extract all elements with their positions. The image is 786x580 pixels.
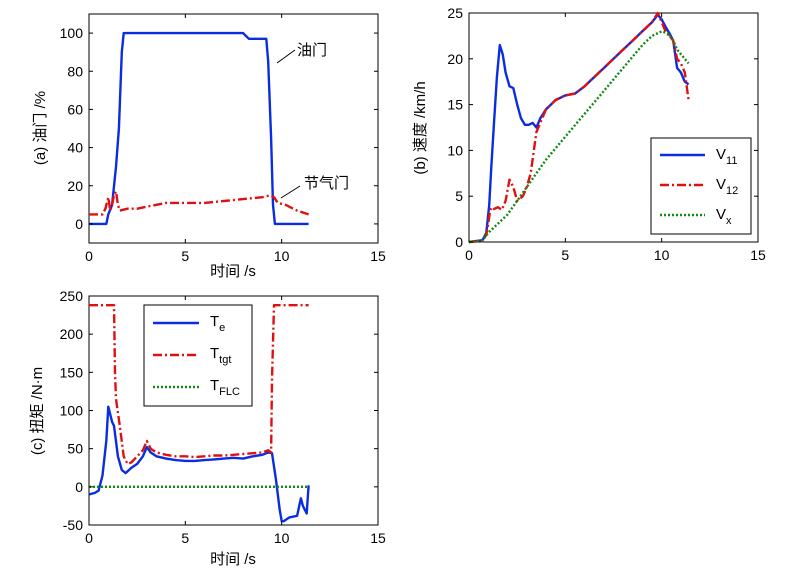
legend-tflc-label: TFLC	[210, 377, 240, 398]
y-tick-label: 0	[75, 216, 83, 232]
y-tick-label: 50	[67, 441, 83, 457]
legend-te-label: Te	[210, 313, 225, 334]
panel-c-y-label: (c) 扭矩 /N·m	[29, 367, 46, 455]
x-tick-label: 15	[370, 248, 386, 264]
panel-c-y-ticks: -50 0 50 100 150 200 250	[60, 288, 378, 533]
series-节气门-line	[89, 190, 309, 216]
panel-c-x-label: 时间 /s	[210, 551, 256, 568]
x-tick-label: 0	[465, 247, 473, 263]
x-tick-label: 0	[85, 530, 93, 546]
y-tick-label: 0	[75, 479, 83, 495]
panel-b-x-ticks: 0 5 10 15	[465, 13, 766, 263]
panel-b-speed: 0 5 10 15 0 5 10 15 20 25 (b) 速度 /km/h V11 V12 V…	[412, 5, 766, 263]
panel-b-series	[468, 11, 690, 244]
x-tick-label: 5	[561, 247, 569, 263]
y-tick-label: 5	[455, 188, 463, 204]
panel-a-y-ticks: 0 20 40 60 80 100	[60, 25, 378, 232]
panel-b-y-ticks: 0 5 10 15 20 25	[447, 5, 758, 250]
panel-b-legend: V11 V12 Vx	[650, 137, 752, 235]
x-tick-label: 10	[274, 248, 290, 264]
x-tick-label: 15	[370, 530, 386, 546]
annotation-throttle: 油门	[297, 42, 327, 59]
y-tick-label: 0	[455, 234, 463, 250]
panel-a-frame	[88, 13, 379, 244]
y-tick-label: 15	[447, 97, 463, 113]
panel-b-frame	[468, 12, 759, 243]
y-tick-label: 250	[60, 288, 84, 304]
y-tick-label: 20	[447, 51, 463, 67]
y-tick-label: 80	[67, 63, 83, 79]
y-tick-label: -50	[63, 517, 83, 533]
panel-a-throttle: 0 5 10 15 0 20 40 60 80 100 时间 /s (a) 油门 /% 油门 节…	[32, 13, 386, 280]
legend-v11-label: V11	[716, 146, 737, 167]
panel-a-x-ticks: 0 5 10 15	[85, 14, 386, 264]
legend-ttgt-label: Ttgt	[210, 345, 231, 366]
x-tick-label: 5	[181, 530, 189, 546]
panel-a-x-label: 时间 /s	[210, 263, 256, 280]
x-tick-label: 10	[654, 247, 670, 263]
x-tick-label: 5	[181, 248, 189, 264]
y-tick-label: 150	[60, 364, 84, 380]
panel-c-legend: Te Ttgt TFLC	[143, 304, 253, 407]
y-tick-label: 40	[67, 140, 83, 156]
x-tick-label: 0	[85, 248, 93, 264]
annotation-throttle-valve-leader	[280, 185, 301, 199]
panel-c-series	[88, 304, 310, 523]
series-v12-line	[468, 11, 690, 244]
panel-a-series	[89, 31, 309, 226]
series-v11-line	[468, 13, 690, 244]
annotation-throttle-valve: 节气门	[304, 175, 349, 192]
y-tick-label: 100	[60, 403, 84, 419]
y-tick-label: 20	[67, 178, 83, 194]
x-tick-label: 15	[750, 247, 766, 263]
panel-c-x-ticks: 0 5 10 15	[85, 296, 386, 546]
series-te-line	[88, 405, 310, 523]
y-tick-label: 200	[60, 326, 84, 342]
series-油门-line	[89, 31, 309, 226]
y-tick-label: 100	[60, 25, 84, 41]
y-tick-label: 10	[447, 142, 463, 158]
legend-v12-label: V12	[716, 176, 738, 197]
y-tick-label: 25	[447, 5, 463, 21]
annotation-throttle-leader	[276, 49, 296, 64]
y-tick-label: 60	[67, 101, 83, 117]
series-ttgt-line	[89, 304, 309, 466]
x-tick-label: 10	[274, 530, 290, 546]
legend-vx-label: Vx	[716, 206, 732, 227]
panel-a-y-label: (a) 油门 /%	[32, 91, 49, 165]
panel-b-y-label: (b) 速度 /km/h	[412, 81, 429, 174]
